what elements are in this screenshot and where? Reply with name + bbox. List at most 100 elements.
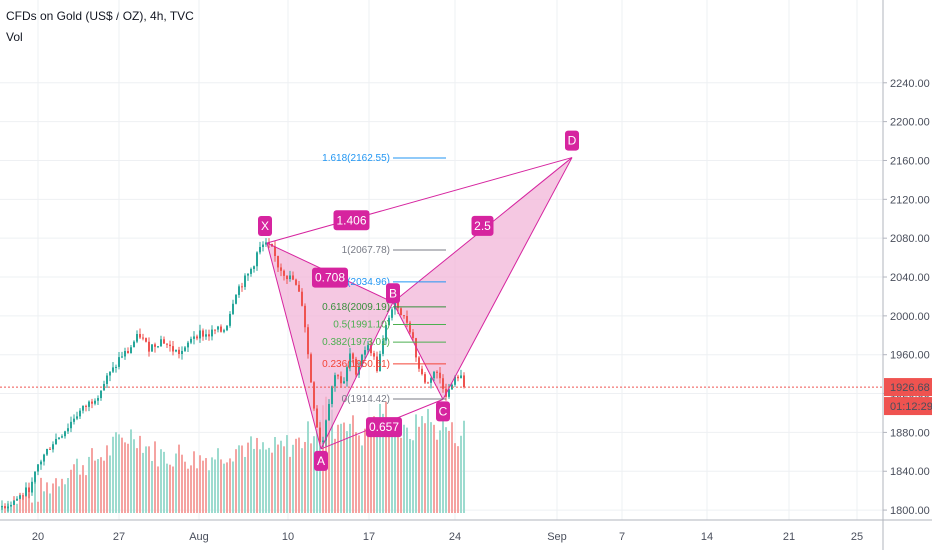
leg-bc	[392, 302, 444, 400]
time-axis[interactable]: 20 27 Aug 10 17 24 Sep 7 14 21 25	[0, 519, 932, 543]
candle-body	[46, 448, 48, 455]
volume-bar	[463, 420, 465, 513]
candle-body	[379, 353, 381, 372]
volume-bar	[286, 435, 288, 513]
volume-bar	[328, 417, 330, 513]
candle-body	[184, 347, 186, 351]
volume-bar	[10, 510, 12, 513]
candle-body	[70, 421, 72, 429]
candle-body	[262, 244, 264, 247]
candle-body	[409, 322, 411, 333]
candle-body	[328, 403, 330, 421]
candle-body	[238, 286, 240, 295]
volume-bar	[421, 416, 423, 513]
ratio-label-bd: 2.5	[474, 219, 491, 233]
candle-body	[454, 376, 456, 385]
candle-body	[121, 356, 123, 358]
volume-bar	[232, 461, 234, 513]
candle-body	[199, 330, 201, 339]
y-tick-label: 1960.00	[890, 350, 930, 362]
point-label-b-box	[386, 283, 400, 304]
candle-body	[406, 316, 408, 323]
candle-body	[265, 242, 267, 245]
fib-level-label: 1(2067.78)	[342, 245, 390, 256]
candle-body	[43, 454, 45, 462]
volume-bar	[169, 464, 171, 513]
candle-body	[64, 431, 66, 437]
candle-body	[97, 398, 99, 401]
x-tick-label: 10	[282, 531, 294, 543]
volume-bar	[4, 510, 6, 513]
volume-bar	[409, 438, 411, 513]
volume-bar	[175, 453, 177, 513]
candle-body	[385, 325, 387, 341]
volume-bar	[331, 409, 333, 513]
candle-body	[151, 344, 153, 352]
volume-bar	[178, 444, 180, 513]
x-tick-label: Aug	[189, 531, 209, 543]
volume-bar	[181, 454, 183, 513]
candle-body	[367, 345, 369, 351]
volume-bar	[298, 437, 300, 513]
volume-bar	[436, 439, 438, 513]
volume-bar	[25, 490, 27, 513]
volume-bar	[304, 441, 306, 513]
volume-bar	[58, 486, 60, 513]
volume-bar	[151, 460, 153, 513]
candle-body	[442, 378, 444, 389]
candle-body	[352, 353, 354, 359]
volume-bar	[412, 440, 414, 513]
candle-body	[280, 267, 282, 271]
candle-body	[232, 303, 234, 314]
candle-body	[136, 334, 138, 342]
volume-bar	[220, 459, 222, 513]
candle-body	[13, 500, 15, 505]
candle-body	[388, 317, 390, 326]
fib-level-label: 0(1914.42)	[342, 394, 390, 405]
candle-body	[112, 367, 114, 372]
volume-bar	[28, 493, 30, 513]
volume-bar	[388, 426, 390, 513]
candle-body	[220, 326, 222, 332]
candle-body	[76, 416, 78, 419]
volume-bar	[223, 463, 225, 513]
volume-bar	[289, 456, 291, 513]
volume-bar	[187, 468, 189, 513]
candle-body	[109, 371, 111, 376]
candle-body	[205, 334, 207, 337]
candle-body	[115, 366, 117, 368]
volume-bar	[199, 455, 201, 513]
candle-body	[73, 418, 75, 422]
candle-body	[202, 330, 204, 337]
volume-bar	[94, 460, 96, 513]
countdown-value: 01:12:29	[890, 401, 932, 413]
volume-bar	[244, 456, 246, 513]
y-tick-label: 2240.00	[890, 78, 930, 90]
volume-bar	[97, 459, 99, 513]
volume-bar	[442, 418, 444, 513]
point-label-a: A	[317, 454, 325, 468]
candle-body	[307, 327, 309, 355]
volume-bar	[61, 478, 63, 513]
volume-bar	[106, 445, 108, 513]
volume-bar	[73, 464, 75, 513]
volume-bar	[139, 435, 141, 513]
candle-body	[382, 340, 384, 354]
candle-body	[397, 302, 399, 309]
pattern-triangle-xab	[267, 243, 393, 449]
point-label-d: D	[568, 134, 577, 148]
volume-bar	[391, 430, 393, 513]
pattern-triangle-bcd	[393, 157, 572, 400]
candle-body	[283, 270, 285, 276]
x-tick-label: Sep	[547, 531, 567, 543]
candle-body	[214, 329, 216, 331]
volume-bar	[154, 441, 156, 513]
volume-bar	[370, 431, 372, 513]
candle-body	[421, 368, 423, 375]
candle-body	[217, 326, 219, 330]
candle-body	[61, 436, 63, 438]
candle-body	[127, 351, 129, 354]
x-tick-label: 20	[32, 531, 44, 543]
